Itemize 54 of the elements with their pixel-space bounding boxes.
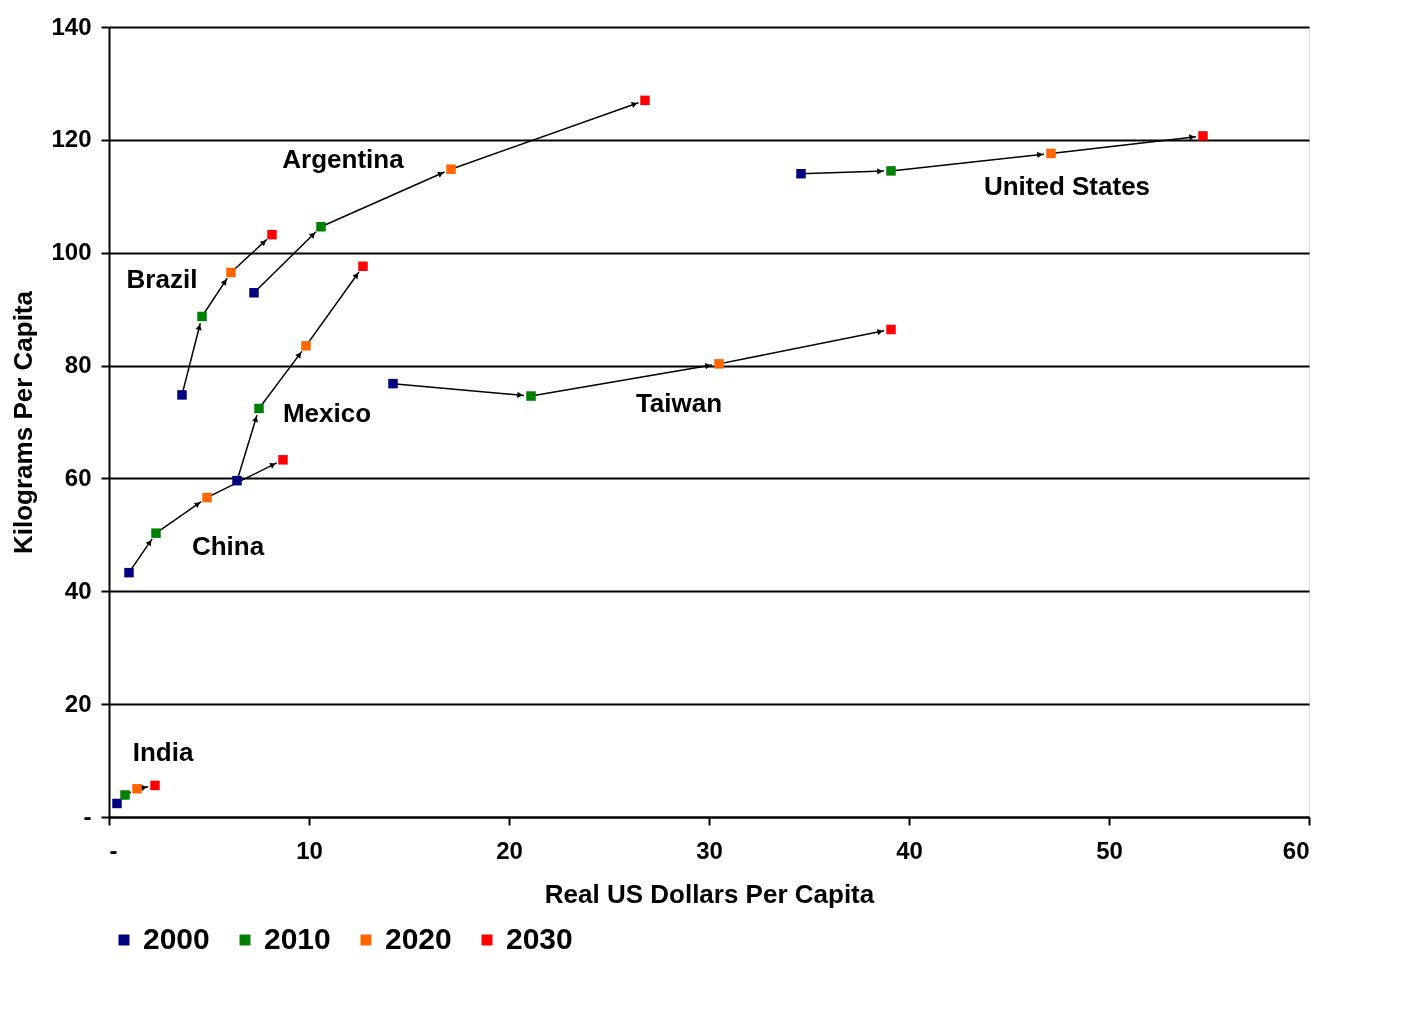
point	[249, 288, 259, 298]
point	[316, 222, 326, 232]
annotation: China	[191, 531, 265, 562]
x-tick-label: 10	[296, 836, 323, 864]
y-tick-label: 100	[51, 238, 92, 266]
x-tick-label: 20	[496, 836, 523, 864]
y-tick-label: 80	[64, 351, 92, 379]
point	[254, 403, 264, 414]
point	[202, 492, 212, 503]
point	[267, 229, 277, 240]
point	[1046, 148, 1056, 159]
annotation: Argentina	[282, 143, 405, 174]
point	[388, 378, 398, 389]
point	[124, 567, 134, 578]
point	[886, 166, 896, 176]
point	[226, 267, 236, 278]
point	[1198, 131, 1208, 141]
x-tick-label: 60	[1282, 836, 1310, 864]
x-tick-label: 40	[896, 836, 923, 864]
point	[177, 390, 187, 400]
annotation: Brazil	[126, 264, 198, 295]
point	[232, 475, 242, 486]
point	[714, 359, 724, 369]
point	[796, 168, 806, 179]
legend-label: 2000	[143, 922, 210, 955]
x-tick-label: -	[109, 836, 118, 864]
annotation: United States	[983, 171, 1151, 202]
point	[526, 391, 536, 401]
legend-label: 2030	[506, 922, 573, 955]
point	[278, 455, 288, 465]
y-tick-label: 60	[64, 463, 92, 491]
y-tick-label: 20	[64, 689, 92, 717]
point	[886, 324, 896, 335]
point	[358, 261, 368, 271]
point	[640, 95, 650, 106]
legend-label: 2020	[385, 922, 452, 955]
y-tick-label: 120	[51, 125, 92, 153]
point	[446, 164, 456, 174]
point	[301, 341, 311, 351]
point	[150, 780, 160, 791]
annotation: Taiwan	[635, 387, 723, 418]
point	[197, 311, 207, 322]
legend-label: 2010	[264, 922, 331, 955]
point	[151, 528, 161, 538]
annotation: Mexico	[282, 398, 372, 429]
x-tick-label: 50	[1096, 836, 1123, 864]
y-axis-title: Kilograms Per Capita	[8, 290, 39, 554]
annotation: India	[132, 736, 194, 767]
x-axis-title: Real US Dollars Per Capita	[544, 878, 875, 909]
y-tick-label: 140	[51, 12, 92, 40]
x-tick-label: 30	[696, 836, 723, 864]
point	[132, 784, 142, 794]
y-tick-label: -	[83, 802, 92, 830]
y-tick-label: 40	[64, 576, 92, 604]
